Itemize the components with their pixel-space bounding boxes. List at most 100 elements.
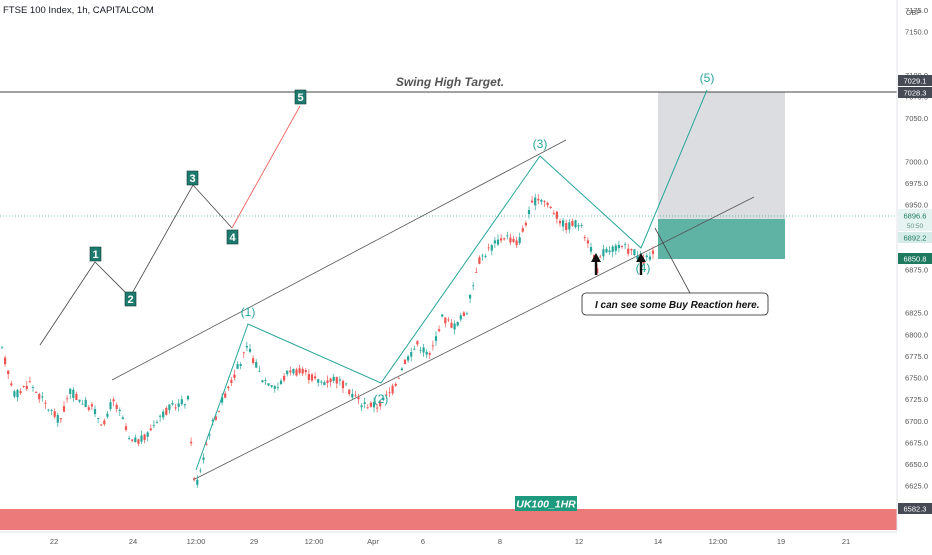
candle-body [391,385,394,394]
candle-body [310,374,314,381]
candle-body [413,348,416,350]
candle-body [239,364,242,366]
candle-body [453,323,456,330]
candle-body [242,352,245,354]
candle-body [558,220,562,224]
wave-label-3[interactable]: (3) [533,137,548,151]
candle-body [537,198,540,201]
x-tick-label: 29 [250,537,258,546]
wave-label-1[interactable]: (1) [241,305,256,319]
candle-body [571,221,574,226]
target-zone-box[interactable] [658,92,785,219]
candle-body [348,389,351,395]
candle-body [518,237,521,244]
wave-label-4[interactable]: (4) [636,261,651,275]
candle-body [152,424,155,426]
candle-body [574,220,577,228]
y-tick-label: 6650.0 [905,460,928,469]
candle-body [351,393,354,398]
candle-body [335,377,338,384]
sketch-label-5[interactable]: 5 [294,89,307,105]
candle-body [627,248,630,254]
candle-body [186,396,190,400]
buy-reaction-callout[interactable] [581,292,769,316]
candle-body [521,228,524,232]
candle-body [90,404,93,407]
candle-body [112,399,115,402]
candle-body [425,351,428,355]
candle-body [345,383,348,385]
candle-body [165,407,168,415]
candle-body [267,383,270,386]
swing-high-label[interactable]: Swing High Target. [396,75,504,89]
candle-body [438,329,441,332]
candle-body [97,418,100,419]
candle-body [633,249,636,256]
x-tick-label: 14 [654,537,662,546]
candle-body [630,249,633,251]
candle-body [400,368,403,371]
candle-body [487,247,490,249]
candle-body [155,421,159,423]
sketch-label-text: 2 [127,294,133,306]
stop-zone-box[interactable] [658,219,785,259]
candle-body [376,407,379,409]
y-tick-label: 6950.0 [905,201,928,210]
time-axis[interactable] [0,532,932,550]
candle-body [255,362,258,368]
up-arrow-icon[interactable] [591,253,601,275]
candle-body [28,381,31,383]
wave-label-2[interactable]: (2) [374,392,389,406]
candle-body [121,417,124,420]
candle-body [124,426,128,430]
channel-lower-line[interactable] [192,196,755,481]
candle-body [258,370,261,372]
candle-body [636,256,639,260]
currency-label: GBP [906,10,921,17]
x-tick-label: 21 [842,537,850,546]
candle-body [431,345,434,347]
candle-body [224,393,227,398]
sketch-label-4[interactable]: 4 [226,229,239,245]
watermark-label: UK100_1HR [516,499,576,511]
candle-body [447,319,450,321]
sketch-label-1[interactable]: 1 [89,246,102,262]
candle-body [304,370,307,373]
sketch-projection-line[interactable] [231,105,301,229]
candle-body [162,411,165,418]
candle-body [320,381,323,383]
candle-body [363,402,366,404]
candle-body [599,256,602,258]
sketch-label-3[interactable]: 3 [186,170,199,186]
sketch-label-2[interactable]: 2 [124,291,137,307]
candle-body [227,386,230,389]
channel-upper-line[interactable] [111,139,567,381]
candle-body [552,213,555,215]
candle-body [16,389,19,398]
candle-body [459,315,462,320]
candle-body [252,358,255,363]
elliott-wave-line[interactable] [195,89,708,471]
candle-body [273,386,276,389]
candle-body [555,211,558,219]
candle-body [456,321,459,326]
y-tick-label: 6825.0 [905,309,928,318]
badge-target-a-text: 7029.1 [904,77,927,86]
chart-pane[interactable] [0,0,897,532]
candle-body [10,383,13,386]
candle-body [190,441,193,444]
candle-body [444,317,447,324]
entry-text: 6892.2 [904,234,927,243]
candle-body [69,388,72,394]
candle-body [264,380,267,381]
wave-label-5[interactable]: (5) [700,71,715,85]
candle-body [62,406,66,412]
candle-body [196,479,199,485]
up-arrow-icon[interactable] [636,253,646,275]
candle-body [419,349,422,351]
candle-body [534,197,537,206]
candle-body [75,393,78,401]
candle-body [78,399,81,402]
